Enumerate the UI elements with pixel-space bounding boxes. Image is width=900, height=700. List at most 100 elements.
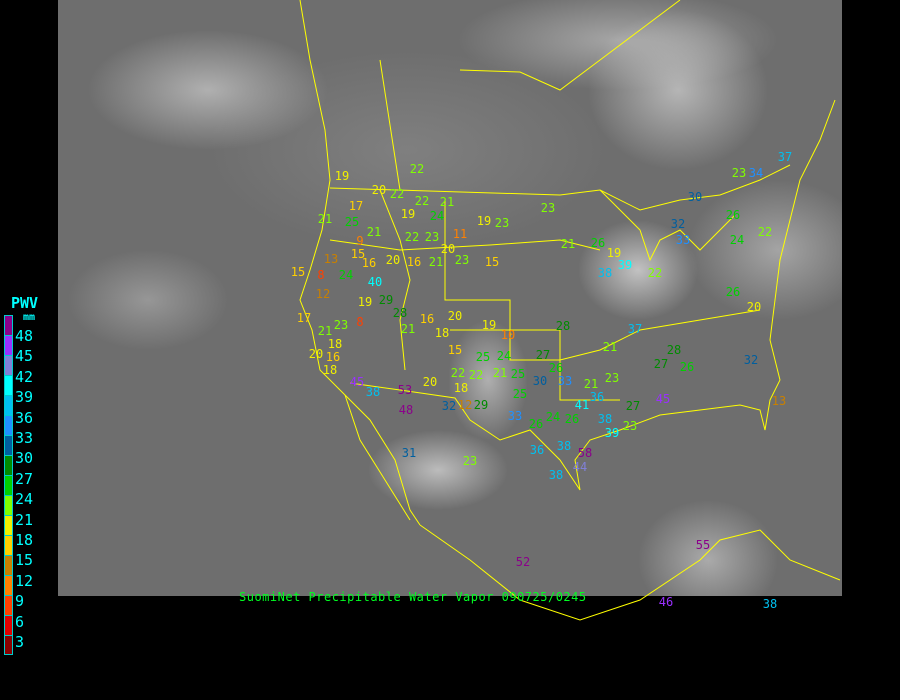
- station-pwv-value: 26: [725, 285, 741, 299]
- station-pwv-value: 18: [434, 326, 450, 340]
- station-pwv-value: 23: [604, 371, 620, 385]
- station-pwv-value: 58: [577, 446, 593, 460]
- state-lines-1: [379, 189, 411, 371]
- station-pwv-value: 33: [557, 374, 573, 388]
- legend-swatch: [4, 635, 13, 655]
- legend-swatch: [4, 615, 13, 635]
- station-pwv-value: 23: [462, 454, 478, 468]
- legend-swatch: [4, 515, 13, 535]
- station-pwv-value: 40: [367, 275, 383, 289]
- us-canada-border: [329, 164, 791, 211]
- station-pwv-value: 27: [653, 357, 669, 371]
- east-coastline: [769, 99, 836, 381]
- station-pwv-value: 39: [604, 426, 620, 440]
- station-pwv-value: 20: [746, 300, 762, 314]
- station-pwv-value: 22: [414, 194, 430, 208]
- station-pwv-value: 27: [535, 348, 551, 362]
- station-pwv-value: 19: [606, 246, 622, 260]
- station-pwv-value: 38: [548, 468, 564, 482]
- station-pwv-value: 19: [334, 169, 350, 183]
- legend-swatch: [4, 455, 13, 475]
- canada-outline: [459, 0, 681, 91]
- station-pwv-value: 30: [532, 374, 548, 388]
- station-pwv-value: 31: [401, 446, 417, 460]
- legend-tick-label: 21: [15, 510, 34, 529]
- station-pwv-value: 38: [556, 439, 572, 453]
- station-pwv-value: 15: [484, 255, 500, 269]
- station-pwv-value: 16: [419, 312, 435, 326]
- station-pwv-value: 39: [617, 258, 633, 272]
- station-pwv-value: 12: [315, 287, 331, 301]
- station-pwv-value: 23: [540, 201, 556, 215]
- station-pwv-value: 28: [555, 319, 571, 333]
- station-pwv-value: 23: [494, 216, 510, 230]
- station-pwv-value: 36: [589, 390, 605, 404]
- legend-tick-label: 9: [15, 592, 25, 611]
- station-pwv-value: 24: [429, 209, 445, 223]
- station-pwv-value: 45: [655, 392, 671, 406]
- station-pwv-value: 8: [317, 268, 325, 282]
- station-pwv-value: 20: [447, 309, 463, 323]
- legend-unit: mm: [23, 312, 36, 323]
- station-pwv-value: 52: [515, 555, 531, 569]
- station-pwv-value: 21: [317, 212, 333, 226]
- station-pwv-value: 26: [548, 361, 564, 375]
- station-pwv-value: 24: [338, 268, 354, 282]
- station-pwv-value: 21: [602, 340, 618, 354]
- legend-swatch: [4, 575, 13, 595]
- station-pwv-value: 16: [361, 256, 377, 270]
- station-pwv-value: 25: [512, 387, 528, 401]
- legend-swatch: [4, 595, 13, 615]
- station-pwv-value: 21: [560, 237, 576, 251]
- station-pwv-value: 38: [597, 412, 613, 426]
- station-pwv-value: 25: [510, 367, 526, 381]
- legend-tick-label: 3: [15, 633, 25, 651]
- legend-tick-label: 15: [15, 551, 34, 570]
- station-pwv-value: 32: [441, 399, 457, 413]
- station-pwv-value: 28: [666, 343, 682, 357]
- station-pwv-value: 24: [545, 410, 561, 424]
- station-pwv-value: 26: [725, 208, 741, 222]
- station-pwv-value: 25: [344, 215, 360, 229]
- mexico-coast: [419, 524, 841, 621]
- station-pwv-value: 16: [406, 255, 422, 269]
- legend-swatch: [4, 475, 13, 495]
- station-pwv-value: 8: [356, 315, 364, 329]
- station-pwv-value: 15: [290, 265, 306, 279]
- station-pwv-value: 20: [385, 253, 401, 267]
- station-pwv-value: 37: [777, 150, 793, 164]
- station-pwv-value: 20: [371, 183, 387, 197]
- station-pwv-value: 21: [317, 324, 333, 338]
- station-pwv-value: 26: [590, 236, 606, 250]
- legend-swatch: [4, 375, 13, 395]
- station-pwv-value: 32: [670, 217, 686, 231]
- station-pwv-value: 20: [308, 347, 324, 361]
- map-caption: SuomiNet Precipitable Water Vapor 090725…: [239, 590, 587, 604]
- station-pwv-value: 21: [428, 255, 444, 269]
- west-coastline: [299, 0, 421, 526]
- station-pwv-value: 9: [356, 234, 364, 248]
- gulf-coastline: [574, 379, 781, 491]
- station-pwv-value: 38: [762, 597, 778, 611]
- station-pwv-value: 10: [500, 328, 516, 342]
- baja-coastline: [344, 394, 411, 521]
- legend-tick-label: 45: [15, 347, 34, 366]
- station-pwv-value: 22: [389, 187, 405, 201]
- station-pwv-value: 23: [333, 318, 349, 332]
- satellite-infrared-image: [58, 0, 842, 596]
- us-mexico-border: [349, 382, 581, 491]
- station-pwv-value: 29: [473, 398, 489, 412]
- legend-tick-label: 48: [15, 327, 34, 345]
- station-pwv-value: 22: [468, 368, 484, 382]
- station-pwv-value: 19: [357, 295, 373, 309]
- station-pwv-value: 32: [743, 353, 759, 367]
- station-pwv-value: 22: [757, 225, 773, 239]
- legend-swatch: [4, 415, 13, 435]
- station-pwv-value: 25: [475, 350, 491, 364]
- station-pwv-value: 16: [325, 350, 341, 364]
- station-pwv-value: 21: [492, 366, 508, 380]
- station-pwv-value: 33: [507, 409, 523, 423]
- station-pwv-value: 26: [528, 417, 544, 431]
